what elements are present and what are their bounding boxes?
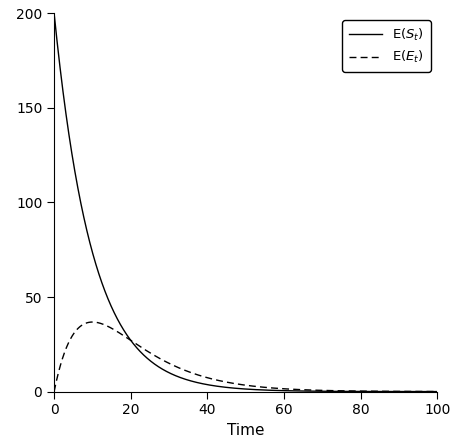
X-axis label: Time: Time <box>227 423 265 438</box>
Legend: $\mathrm{E}(S_t)$, $\mathrm{E}(E_t)$: $\mathrm{E}(S_t)$, $\mathrm{E}(E_t)$ <box>342 20 431 72</box>
